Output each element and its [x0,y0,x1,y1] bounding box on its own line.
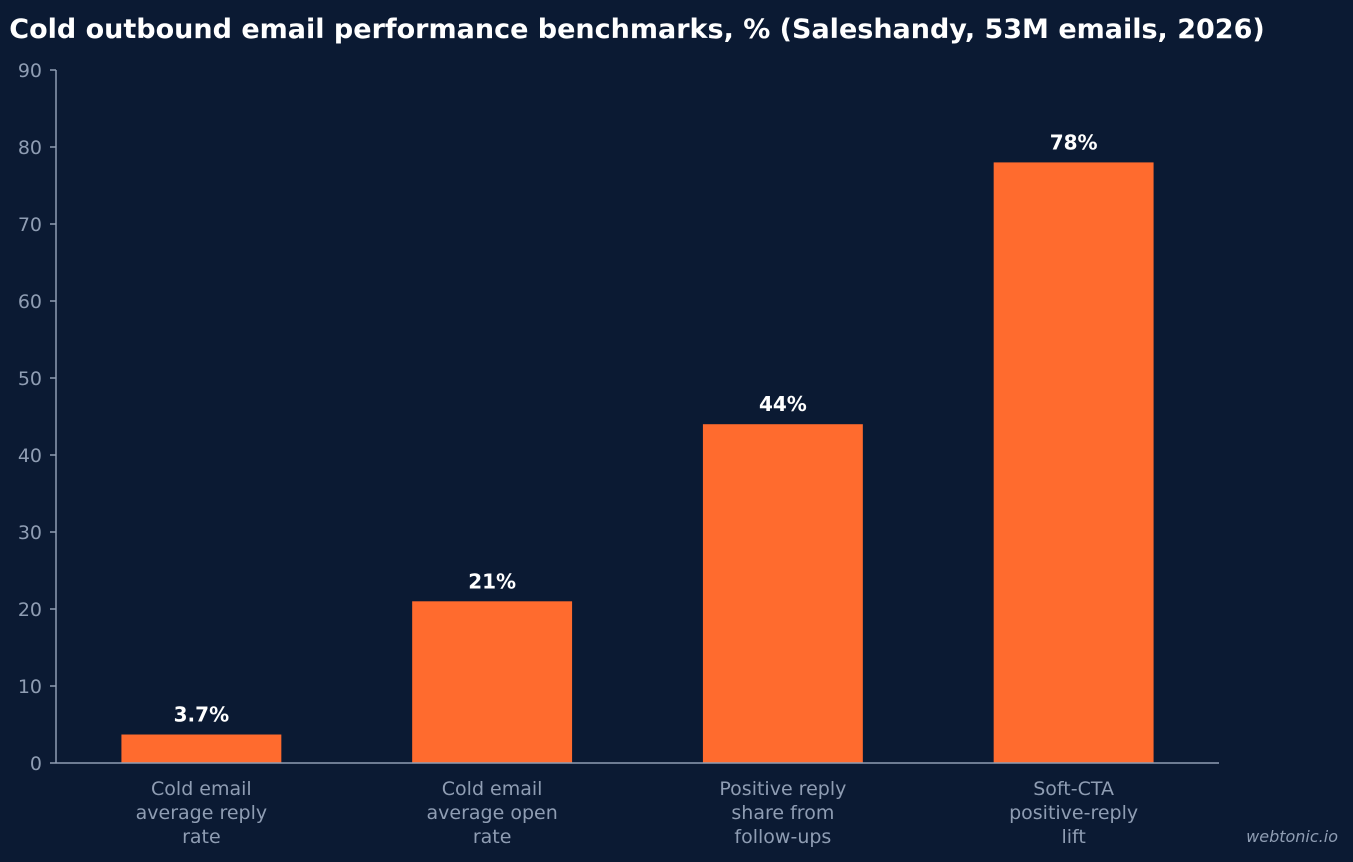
data-label-3: 78% [1050,130,1098,154]
data-labels: 3.7% 21% 44% 78% [174,130,1098,726]
data-label-1: 21% [468,569,516,593]
x-tick-label-2: Positive reply share from follow-ups [719,778,846,848]
bars [121,162,1154,763]
x-tick-label-1: Cold email average open rate [427,778,558,848]
x-tick-label-0: Cold email average reply rate [136,778,268,848]
watermark: webtonic.io [1246,827,1338,846]
data-label-2: 44% [759,392,807,416]
y-tick-label-2: 20 [18,599,42,621]
x-tick-label-2-line-1: share from [731,802,834,824]
chart-title: Cold outbound email performance benchmar… [9,14,1264,45]
y-tick-label-6: 60 [18,291,42,313]
bar-2 [702,424,863,763]
y-tick-label-4: 40 [18,445,42,467]
y-tick-label-9: 90 [18,60,42,82]
y-tick-label-1: 10 [18,676,42,698]
x-tick-label-0-line-0: Cold email [151,778,252,800]
x-tick-label-0-line-2: rate [182,826,221,848]
bar-1 [412,601,573,763]
x-tick-label-3: Soft-CTA positive-reply lift [1009,778,1138,848]
y-tick-label-8: 80 [18,137,42,159]
bar-3 [993,162,1154,763]
data-label-0: 3.7% [174,703,229,727]
x-tick-label-1-line-0: Cold email [442,778,543,800]
y-tick-label-3: 30 [18,522,42,544]
bar-0 [121,734,282,763]
x-tick-label-1-line-1: average open [427,802,558,824]
y-tick-label-7: 70 [18,214,42,236]
y-tick-label-5: 50 [18,368,42,390]
x-tick-label-3-line-1: positive-reply [1009,802,1138,824]
y-axis-ticks: 0 10 20 30 40 50 60 70 80 90 [18,60,56,775]
x-tick-label-2-line-0: Positive reply [719,778,846,800]
x-tick-label-3-line-0: Soft-CTA [1033,778,1114,800]
x-tick-label-3-line-2: lift [1061,826,1085,848]
x-tick-label-1-line-2: rate [473,826,512,848]
x-tick-label-2-line-2: follow-ups [734,826,831,848]
x-tick-label-0-line-1: average reply [136,802,268,824]
y-tick-label-0: 0 [30,753,42,775]
